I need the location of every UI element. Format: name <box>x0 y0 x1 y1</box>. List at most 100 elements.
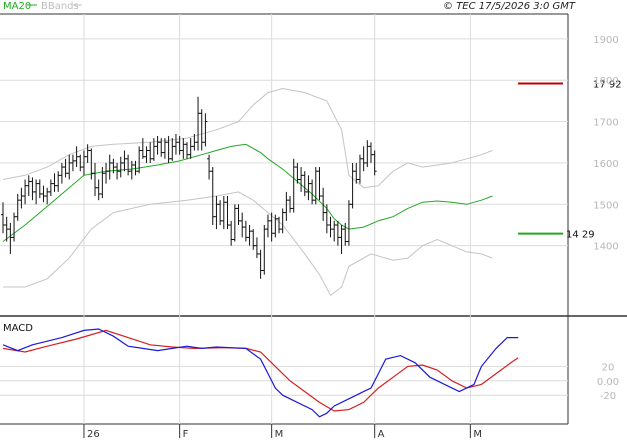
ohlc-bar <box>357 154 362 184</box>
ohlc-bar <box>214 196 219 230</box>
ohlc-bar <box>280 208 285 234</box>
ohlc-bar <box>199 109 204 151</box>
ohlc-bar <box>354 162 359 184</box>
macd-y-tick-label: -20 <box>600 391 616 402</box>
ohlc-bar <box>144 146 149 163</box>
price-y-tick-label: 1400 <box>593 242 618 253</box>
ohlc-bar <box>254 237 259 259</box>
ohlc-bar <box>63 158 68 178</box>
ohlc-bar <box>361 146 366 172</box>
x-tick-label: F <box>183 429 189 440</box>
macd-title: MACD <box>3 323 33 334</box>
ohlc-bar <box>89 148 94 180</box>
ohlc-bar <box>151 138 156 161</box>
ohlc-bar <box>85 144 90 163</box>
ohlc-bar <box>295 162 300 184</box>
ohlc-bar <box>74 146 79 168</box>
ohlc-bar <box>288 196 293 213</box>
ohlc-bar <box>155 136 160 155</box>
resistance-label: 17 92 <box>593 80 622 91</box>
ohlc-bar <box>133 160 138 176</box>
ohlc-bar <box>328 216 333 238</box>
ohlc-bar <box>299 167 304 192</box>
ohlc-bar <box>269 212 274 242</box>
ohlc-bar <box>181 138 186 159</box>
ohlc-bar <box>265 214 270 238</box>
ohlc-bar <box>196 96 201 151</box>
legend-bbands: BBands <box>41 1 79 12</box>
ohlc-bar <box>339 224 344 254</box>
ohlc-bar <box>137 146 142 174</box>
ohlc-bar <box>4 216 9 242</box>
ohlc-bar <box>23 179 28 205</box>
ohlc-bar <box>247 224 252 246</box>
price-y-tick-label: 1500 <box>593 200 618 211</box>
ohlc-bar <box>310 179 315 205</box>
macd-lines <box>2 328 519 418</box>
ohlc-bar <box>365 140 370 168</box>
ohlc-bar <box>159 138 164 157</box>
ohlc-bar <box>81 150 86 176</box>
price-y-tick-label: 1600 <box>593 159 618 170</box>
levels-layer: 17 92 14 29 <box>518 80 622 241</box>
ohlc-bar <box>45 187 50 205</box>
ohlc-bar <box>317 167 322 201</box>
ohlc-bar <box>93 162 97 197</box>
ohlc-bar <box>321 187 326 221</box>
price-y-tick-label: 1700 <box>593 118 618 129</box>
macd-panel: MACD 20 0.00 -20 <box>0 316 619 425</box>
ohlc-bar <box>262 224 267 275</box>
ohlc-bar <box>19 187 24 209</box>
ohlc-bar <box>372 150 377 176</box>
ohlc-bar <box>122 150 127 172</box>
ohlc-bar <box>15 193 20 221</box>
x-tick-label: 26 <box>87 429 100 440</box>
ohlc-bar <box>313 167 318 205</box>
ohlc-bar <box>332 220 337 242</box>
ohlc-bar <box>1 202 5 234</box>
ohlc-bar <box>350 162 355 209</box>
ohlc-bar <box>177 136 182 155</box>
ohlc-bar <box>170 138 175 161</box>
ohlc-bar <box>118 156 123 178</box>
ohlc-bar <box>78 154 83 172</box>
macd-grid <box>0 316 568 424</box>
ohlc-bar <box>273 214 278 238</box>
ohlc-bar <box>96 179 101 201</box>
bbands-upper-line <box>2 87 493 189</box>
ohlc-bar <box>369 142 373 163</box>
ohlc-bar <box>30 177 35 201</box>
legend-ma20: MA20 <box>3 1 31 12</box>
ohlc-bar <box>173 133 178 155</box>
copyright-label: © TEC 17/5/2026 3:0 GMT <box>443 1 576 12</box>
ohlc-bar <box>59 162 64 184</box>
ohlc-bar <box>37 179 42 199</box>
ohlc-bar <box>343 222 348 246</box>
ohlc-bar <box>126 154 131 176</box>
price-y-axis: 1400 1500 1600 1700 1800 1900 <box>593 35 618 253</box>
ohlc-bar <box>218 200 223 225</box>
ohlc-bar <box>111 158 116 174</box>
ohlc-bar <box>100 167 105 199</box>
ohlc-bar <box>346 200 351 246</box>
ohlc-bar <box>41 185 46 203</box>
x-tick-label: M <box>275 429 284 440</box>
ohlc-bar <box>48 179 53 197</box>
ohlc-bar <box>26 175 31 197</box>
ohlc-bar <box>335 220 340 246</box>
ohlc-bar <box>8 222 13 254</box>
ohlc-layer <box>1 96 377 279</box>
price-grid <box>0 14 568 316</box>
ohlc-bar <box>324 204 329 234</box>
ohlc-bar <box>229 220 234 246</box>
ohlc-bar <box>67 154 72 180</box>
ohlc-bar <box>107 154 112 180</box>
ohlc-bar <box>162 138 167 159</box>
bbands-lower-line <box>3 191 493 297</box>
ohlc-bar <box>56 171 61 192</box>
ohlc-bar <box>291 158 296 213</box>
ohlc-bar <box>210 167 215 225</box>
macd-line <box>2 328 519 418</box>
ohlc-bar <box>284 191 289 221</box>
x-axis: 26 F M A M <box>83 424 482 440</box>
